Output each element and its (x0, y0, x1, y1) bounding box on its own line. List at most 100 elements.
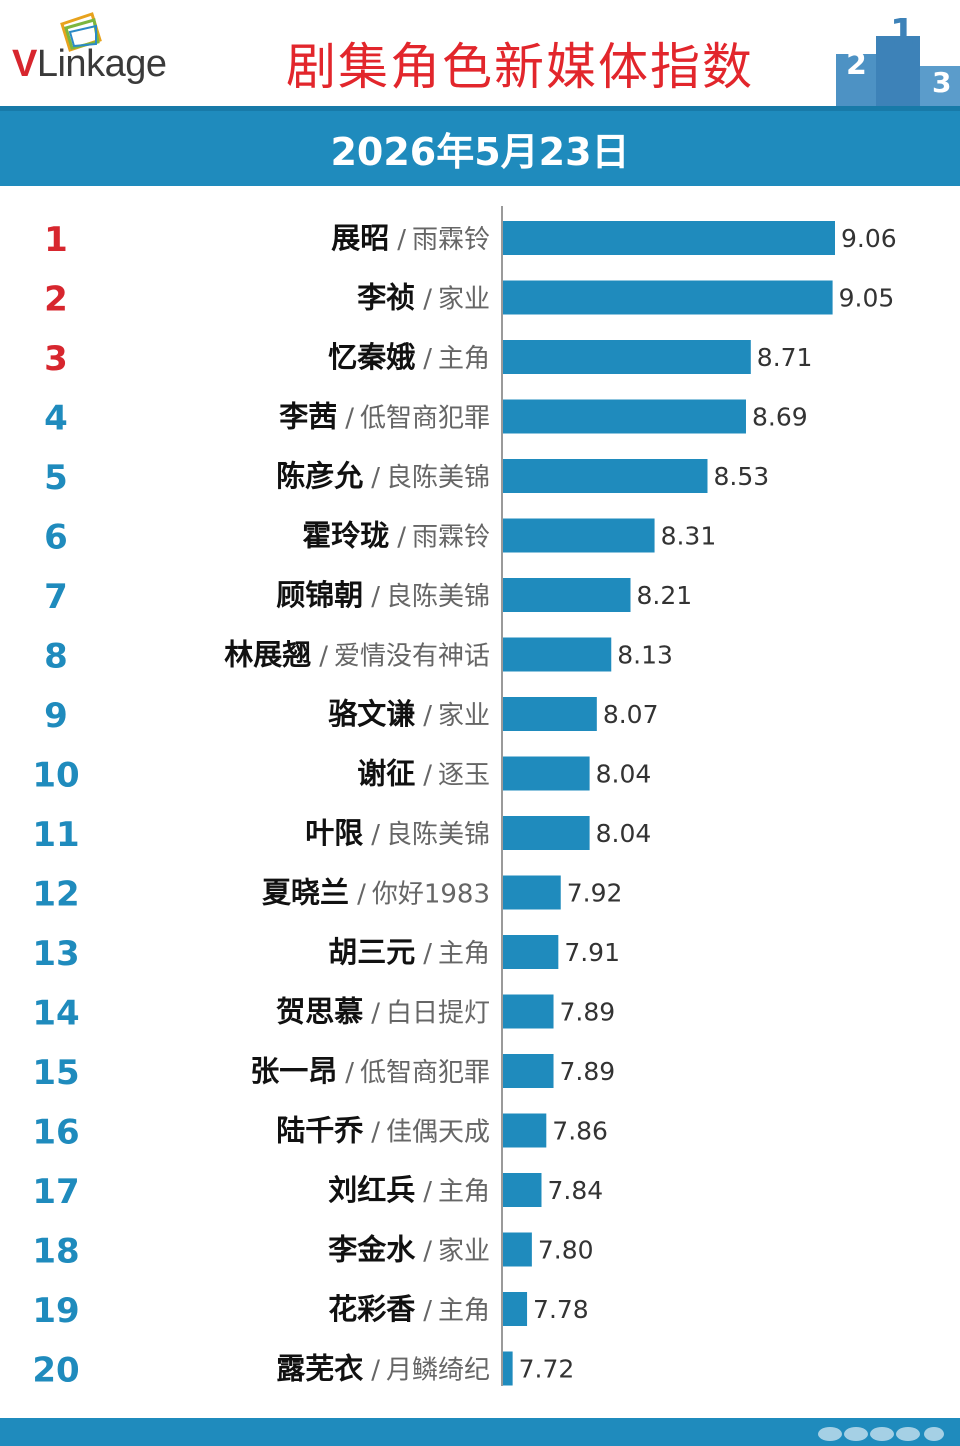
category-label: 骆文谦 / 家业 (328, 697, 490, 731)
category-label: 李祯 / 家业 (357, 281, 490, 315)
rank-number: 16 (32, 1113, 79, 1153)
drama-name: 雨霖铃 (412, 523, 490, 553)
label-separator: / (423, 285, 432, 315)
label-separator: / (371, 582, 380, 612)
bar (503, 459, 708, 493)
character-name: 刘红兵 (328, 1173, 415, 1207)
value-label: 7.80 (538, 1236, 594, 1265)
category-label: 展昭 / 雨霖铃 (331, 221, 490, 255)
category-label: 贺思慕 / 白日提灯 (276, 995, 490, 1029)
character-name: 露芜衣 (276, 1352, 363, 1386)
bar (503, 1113, 547, 1148)
label-separator: / (423, 1177, 432, 1207)
label-separator: / (371, 1118, 380, 1148)
bar (503, 1173, 542, 1207)
value-label: 8.69 (752, 403, 808, 432)
value-label: 8.04 (596, 819, 652, 848)
drama-name: 良陈美锦 (386, 582, 490, 612)
bar (503, 280, 833, 315)
category-label: 叶限 / 良陈美锦 (305, 816, 490, 850)
drama-name: 逐玉 (438, 761, 490, 791)
category-label: 陈彦允 / 良陈美锦 (276, 459, 490, 493)
drama-name: 爱情没有神话 (334, 642, 490, 672)
label-separator: / (397, 523, 406, 553)
label-separator: / (319, 642, 328, 672)
character-name: 霍玲珑 (302, 519, 389, 553)
category-label: 霍玲珑 / 雨霖铃 (302, 519, 490, 553)
value-label: 7.92 (567, 879, 623, 908)
drama-name: 白日提灯 (386, 999, 490, 1029)
value-label: 7.91 (564, 938, 620, 967)
rank-number: 5 (44, 458, 68, 498)
category-label: 李金水 / 家业 (328, 1233, 490, 1267)
character-name: 李祯 (357, 281, 415, 315)
character-name: 林展翘 (224, 638, 311, 672)
drama-name: 主角 (438, 1296, 490, 1326)
logo-wordmark: Linkage (36, 43, 167, 85)
bar (503, 816, 590, 850)
category-label: 花彩香 / 主角 (328, 1292, 490, 1326)
bar (503, 875, 561, 910)
value-label: 9.06 (841, 224, 897, 253)
label-separator: / (423, 344, 432, 374)
label-separator: / (423, 701, 432, 731)
drama-name: 你好1983 (372, 880, 490, 910)
bar (503, 578, 631, 612)
character-name: 胡三元 (328, 935, 415, 969)
rank-number: 7 (44, 577, 68, 617)
drama-name: 雨霖铃 (412, 225, 490, 255)
value-label: 8.71 (757, 343, 813, 372)
bar (503, 637, 612, 672)
bar (503, 994, 554, 1029)
rank-number: 4 (44, 399, 68, 439)
character-name: 陆千乔 (276, 1114, 364, 1148)
value-label: 7.72 (519, 1355, 575, 1384)
rank-number: 1 (44, 220, 68, 260)
value-label: 7.78 (533, 1295, 589, 1324)
character-name: 忆秦娥 (328, 340, 415, 374)
label-separator: / (345, 404, 354, 434)
rank-number: 6 (44, 518, 68, 558)
drama-name: 主角 (438, 1177, 490, 1207)
drama-name: 主角 (438, 344, 490, 374)
category-label: 刘红兵 / 主角 (328, 1173, 490, 1207)
category-label: 露芜衣 / 月鳞绮纪 (276, 1352, 490, 1386)
value-label: 7.86 (552, 1117, 608, 1146)
logo-letter-v: V (12, 43, 37, 85)
rank-number: 13 (32, 934, 79, 974)
bar (503, 935, 559, 969)
logo: VLinkage (12, 42, 167, 86)
bar (503, 518, 655, 553)
value-label: 8.07 (603, 700, 659, 729)
value-label: 7.89 (560, 1057, 616, 1086)
category-label: 胡三元 / 主角 (328, 935, 490, 969)
category-label: 夏晓兰 / 你好1983 (262, 876, 490, 910)
footer-band (0, 1418, 960, 1446)
logo-icon (60, 12, 102, 52)
bar (503, 1292, 528, 1326)
drama-name: 家业 (438, 285, 490, 315)
label-separator: / (371, 999, 380, 1029)
label-separator: / (345, 1058, 354, 1088)
label-separator: / (357, 880, 366, 910)
svg-text:1: 1 (890, 14, 915, 53)
value-label: 8.21 (637, 581, 693, 610)
bar (503, 1232, 532, 1267)
bar (503, 697, 597, 731)
date-band: 2026年5月23日 (0, 106, 960, 186)
character-name: 李茜 (279, 400, 337, 434)
character-name: 夏晓兰 (262, 876, 349, 910)
value-label: 7.89 (560, 998, 616, 1027)
category-label: 顾锦朝 / 良陈美锦 (276, 578, 490, 612)
character-name: 骆文谦 (328, 697, 415, 731)
drama-name: 良陈美锦 (386, 463, 490, 493)
label-separator: / (423, 1296, 432, 1326)
rank-number: 17 (32, 1172, 79, 1212)
drama-name: 低智商犯罪 (360, 404, 490, 434)
value-label: 8.53 (713, 462, 769, 491)
drama-name: 家业 (438, 701, 490, 731)
category-label: 谢征 / 逐玉 (357, 757, 490, 791)
drama-name: 主角 (438, 939, 490, 969)
category-label: 陆千乔 / 佳偶天成 (276, 1114, 490, 1148)
category-label: 忆秦娥 / 主角 (328, 340, 490, 374)
